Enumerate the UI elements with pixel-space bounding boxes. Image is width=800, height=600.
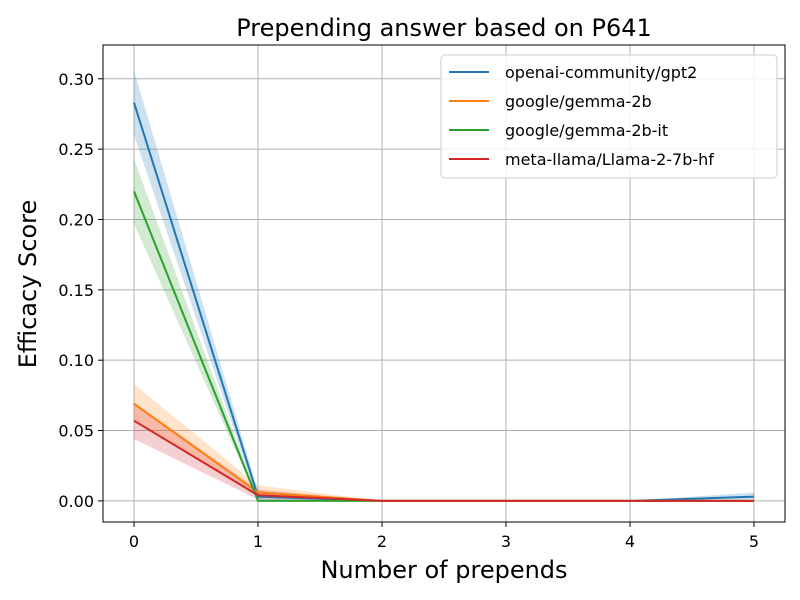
chart-title: Prepending answer based on P641 [236, 14, 652, 42]
y-tick-label: 0.30 [58, 70, 94, 89]
legend-label: meta-llama/Llama-2-7b-hf [505, 150, 714, 169]
x-tick-label: 0 [129, 532, 139, 551]
legend: openai-community/gpt2 google/gemma-2b goog… [440, 54, 778, 179]
x-axis-title: Number of prepends [320, 556, 567, 584]
y-tick-label: 0.20 [58, 210, 94, 229]
y-tick-label: 0.25 [58, 140, 94, 159]
y-tick-label: 0.10 [58, 351, 94, 370]
y-tick-label: 0.00 [58, 492, 94, 511]
grid [103, 45, 785, 522]
x-tick-label: 4 [625, 532, 635, 551]
x-tick-label: 3 [501, 532, 511, 551]
x-tick-label: 5 [749, 532, 759, 551]
legend-label: google/gemma-2b-it [505, 121, 668, 140]
axis-ticks: 0 1 2 3 4 5 0.00 0.05 0.10 0.15 0.20 0.25 0.30 [58, 70, 759, 551]
series-line [133, 419, 754, 502]
legend-label: openai-community/gpt2 [505, 63, 697, 82]
y-tick-label: 0.05 [58, 422, 94, 441]
x-tick-label: 2 [377, 532, 387, 551]
y-tick-label: 0.15 [58, 281, 94, 300]
x-tick-label: 1 [253, 532, 263, 551]
legend-box [440, 54, 778, 179]
legend-label: google/gemma-2b [505, 92, 652, 111]
plot-frame [102, 44, 786, 523]
series-lines [133, 102, 755, 502]
y-axis-title: Efficacy Score [14, 200, 42, 369]
